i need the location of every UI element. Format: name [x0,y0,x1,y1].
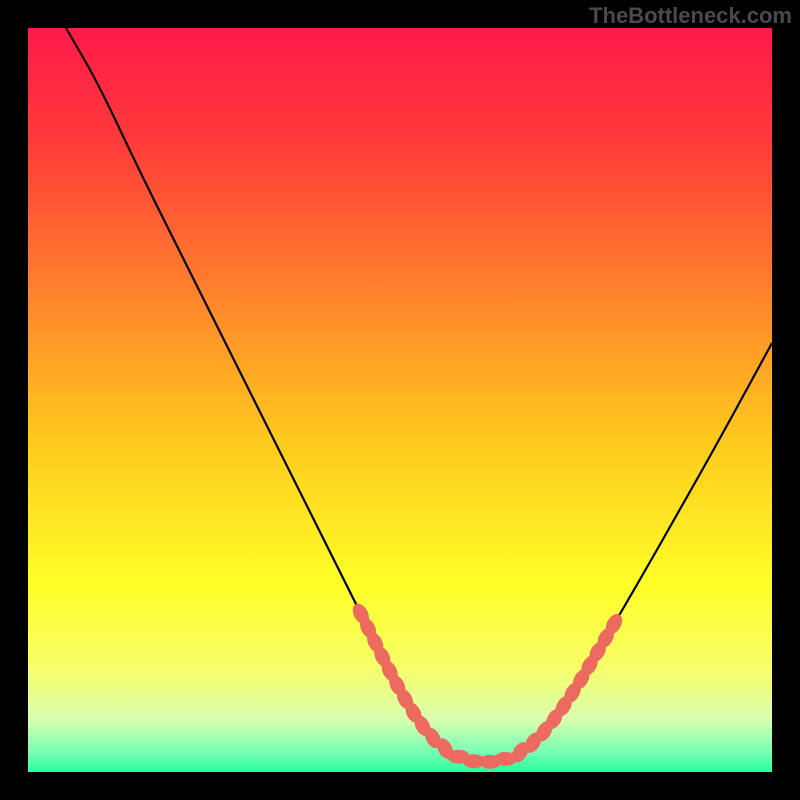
marker-band [350,601,626,769]
plot-area [28,28,772,772]
bottleneck-curve [28,28,772,772]
attribution-label: TheBottleneck.com [589,3,792,29]
curve-line [66,28,772,762]
